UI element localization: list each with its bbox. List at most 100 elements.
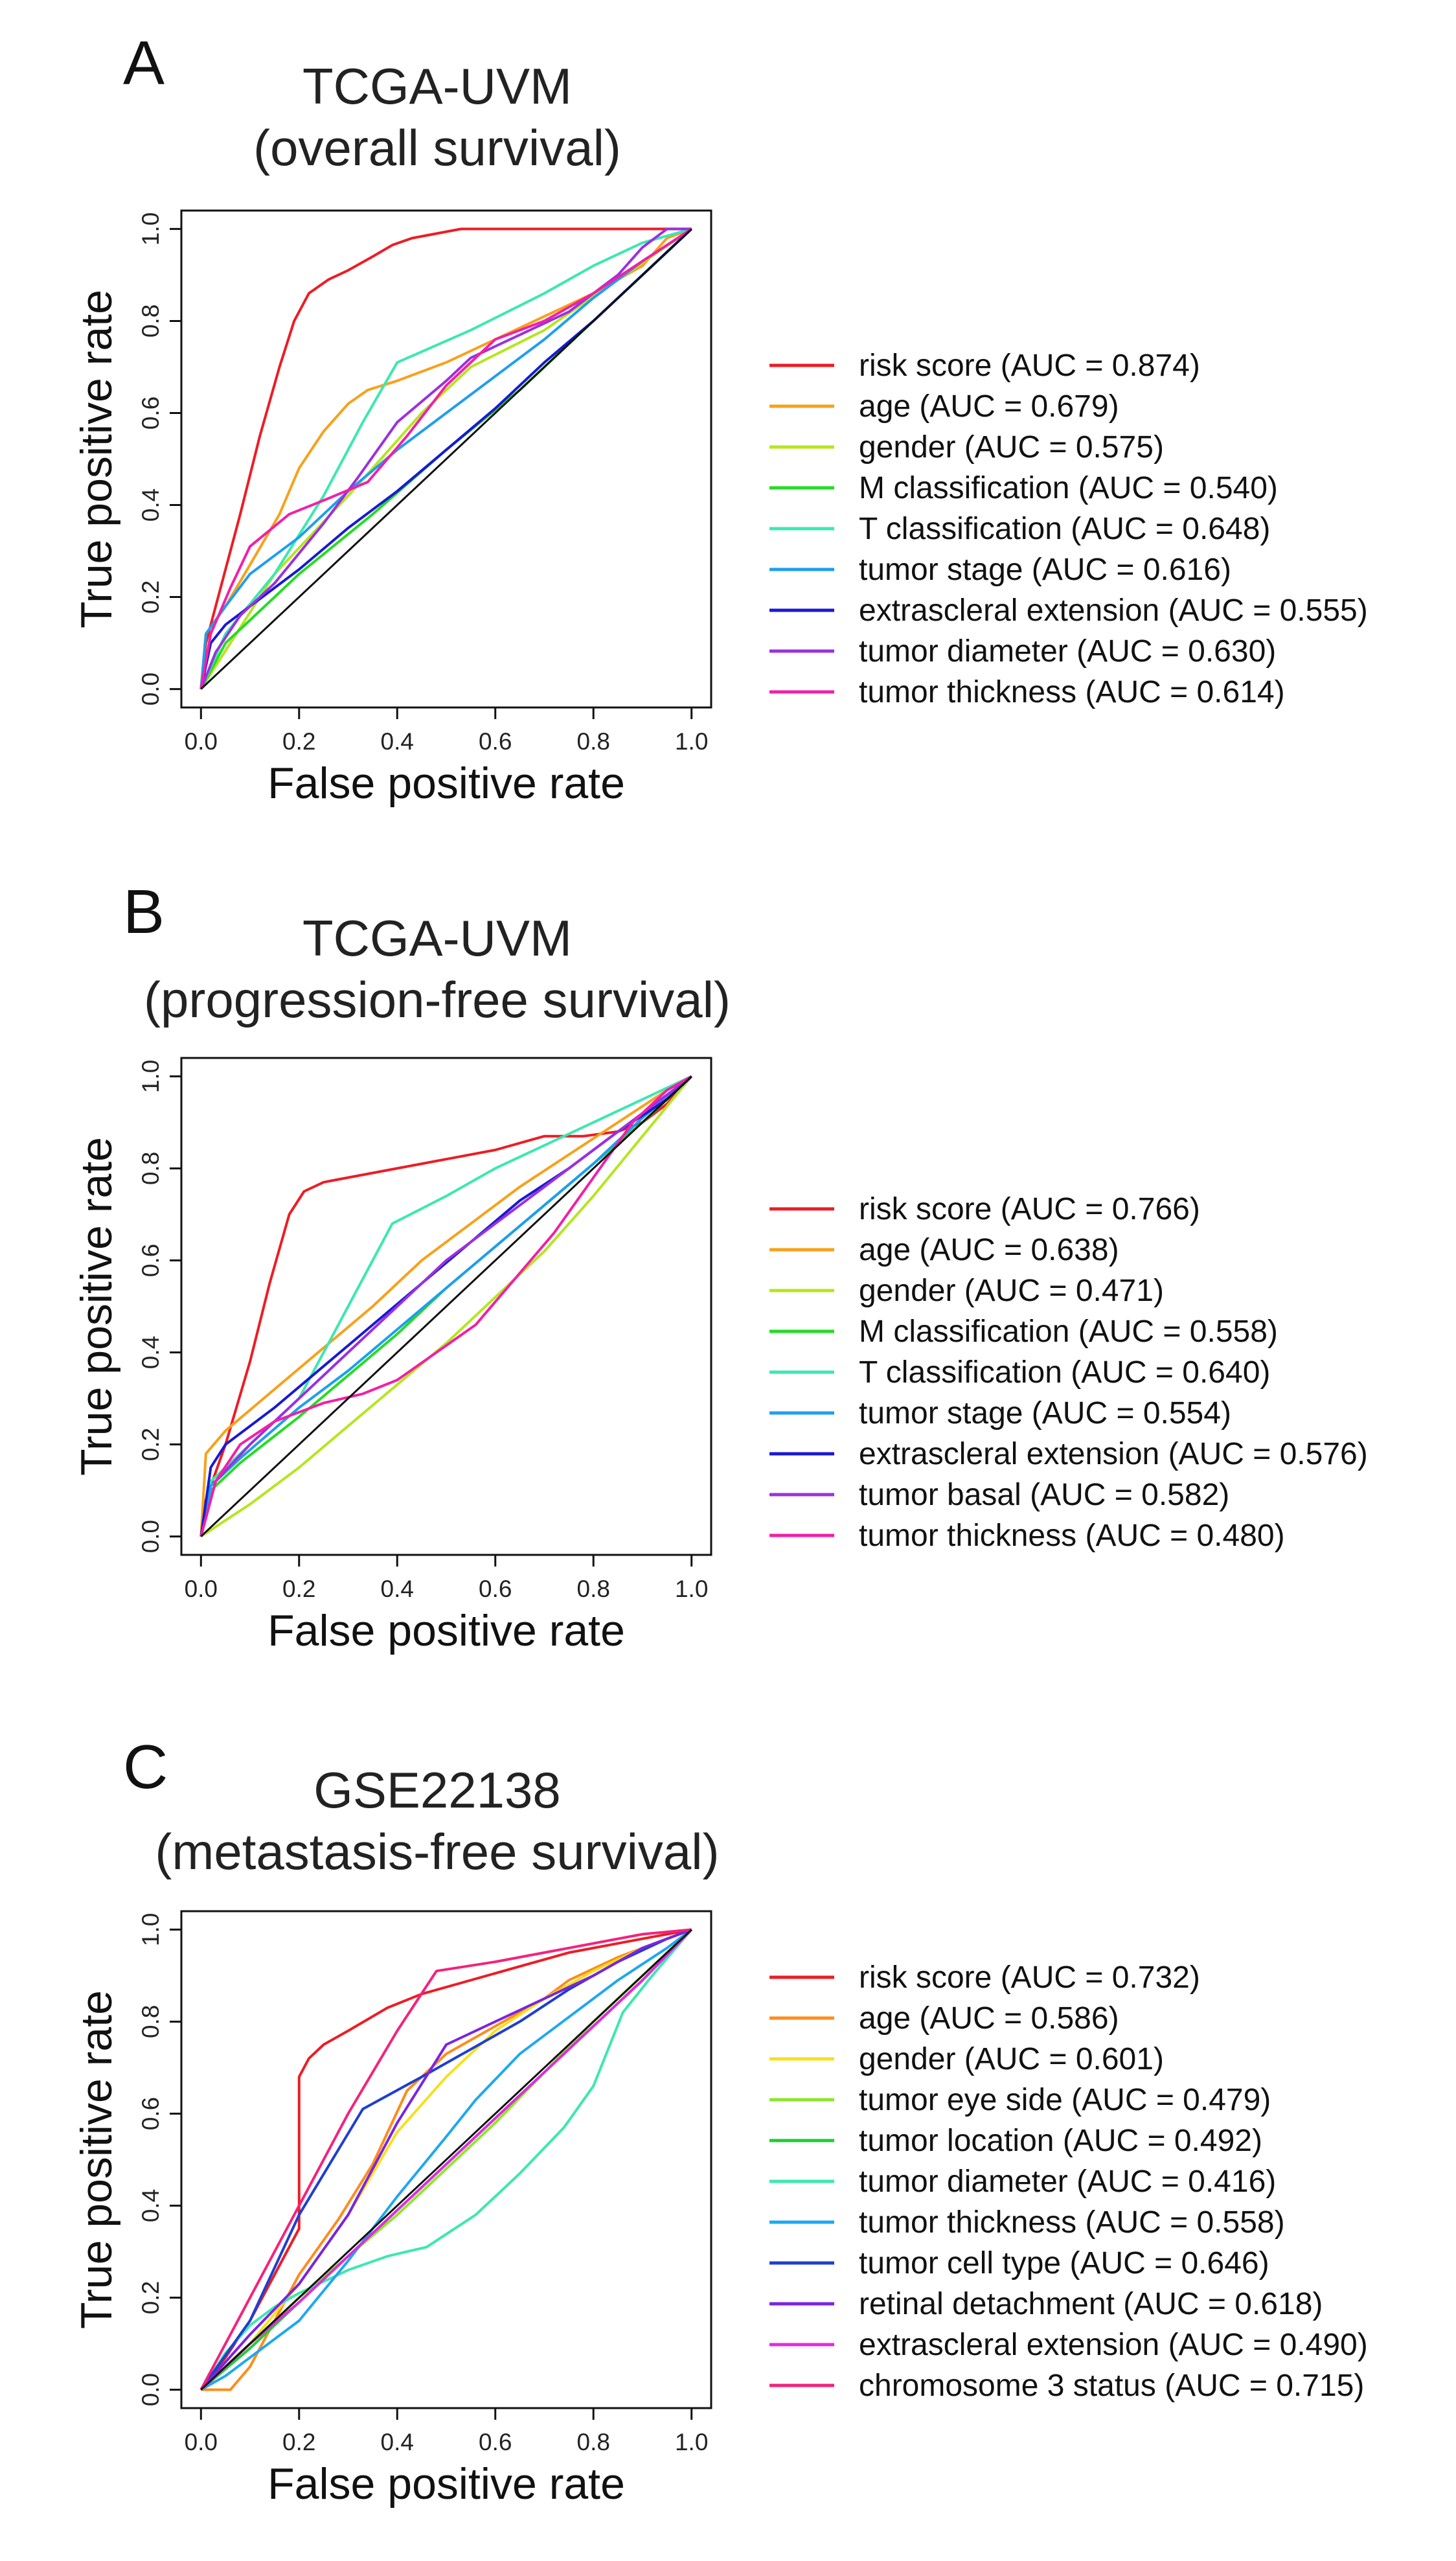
x-tick-label: 0.6 [479, 1576, 512, 1602]
x-tick-label: 0.6 [479, 728, 512, 755]
x-tick-label: 1.0 [675, 728, 708, 755]
chart-title: TCGA-UVM [302, 58, 572, 115]
panel-letter: A [123, 29, 165, 98]
chart-subtitle: (metastasis-free survival) [155, 1823, 719, 1880]
legend-label: age (AUC = 0.638) [859, 1233, 1119, 1267]
legend-label: tumor stage (AUC = 0.616) [859, 553, 1231, 587]
x-tick-label: 0.2 [282, 728, 315, 755]
legend-label: T classification (AUC = 0.648) [859, 512, 1270, 546]
y-axis-label: True positive rate [72, 290, 121, 628]
y-tick-label: 0.6 [137, 1244, 164, 1277]
y-tick-label: 0.4 [137, 2189, 164, 2222]
legend: risk score (AUC = 0.732) age (AUC = 0.586… [769, 1960, 1368, 2403]
roc-curve-series-11 [199, 1928, 692, 2391]
legend-label: age (AUC = 0.586) [859, 2001, 1119, 2036]
y-tick-label: 0.6 [137, 2097, 164, 2130]
y-tick-label: 0.0 [137, 1520, 164, 1553]
chart-subtitle: (overall survival) [253, 119, 621, 176]
y-tick-label: 0.4 [137, 488, 164, 522]
x-tick-label: 1.0 [675, 2429, 708, 2455]
legend-label: risk score (AUC = 0.732) [859, 1960, 1200, 1995]
chart-title: TCGA-UVM [302, 910, 572, 967]
x-tick-label: 0.4 [381, 2429, 414, 2455]
roc-curve-series-9 [199, 1928, 692, 2391]
legend-label: tumor diameter (AUC = 0.630) [859, 634, 1276, 669]
y-tick-label: 0.8 [137, 2005, 164, 2038]
legend-label: retinal detachment (AUC = 0.618) [859, 2287, 1323, 2321]
x-tick-label: 1.0 [675, 1576, 708, 1602]
legend-label: chromosome 3 status (AUC = 0.715) [859, 2369, 1364, 2403]
y-tick-label: 0.0 [137, 672, 164, 706]
legend-label: tumor cell type (AUC = 0.646) [859, 2246, 1269, 2280]
legend-label: T classification (AUC = 0.640) [859, 1355, 1270, 1390]
y-tick-label: 1.0 [137, 212, 164, 246]
legend-label: gender (AUC = 0.471) [859, 1274, 1164, 1308]
legend-label: tumor thickness (AUC = 0.614) [859, 675, 1285, 709]
x-tick-label: 0.2 [282, 1576, 315, 1602]
chart-subtitle: (progression-free survival) [144, 971, 731, 1028]
x-axis-label: False positive rate [267, 1606, 625, 1655]
legend-label: tumor thickness (AUC = 0.480) [859, 1519, 1285, 1553]
legend-label: gender (AUC = 0.601) [859, 2042, 1164, 2076]
x-tick-label: 0.8 [577, 2429, 610, 2455]
roc-curve-series-1 [199, 227, 692, 689]
y-tick-label: 0.6 [137, 396, 164, 430]
y-axis-label: True positive rate [72, 1137, 121, 1476]
panel-a: A TCGA-UVM(overall survival) 0.0 0.0 0.2 0.2 0… [72, 29, 1368, 808]
chart-title: GSE22138 [313, 1762, 561, 1819]
roc-curves [199, 1075, 693, 1538]
roc-curve-series-9 [199, 1075, 692, 1537]
legend-label: age (AUC = 0.679) [859, 389, 1119, 424]
roc-curve-series-8 [199, 1928, 692, 2391]
x-tick-label: 0.0 [185, 1576, 218, 1602]
y-tick-label: 0.8 [137, 304, 164, 338]
roc-curve-series-6 [199, 1075, 692, 1537]
roc-curve-series-8 [199, 1075, 692, 1537]
legend-label: tumor stage (AUC = 0.554) [859, 1396, 1231, 1430]
legend-label: tumor location (AUC = 0.492) [859, 2124, 1262, 2158]
legend-label: tumor thickness (AUC = 0.558) [859, 2205, 1285, 2240]
reference-diagonal [200, 228, 692, 690]
roc-curve-series-6 [199, 1929, 693, 2391]
legend-label: tumor basal (AUC = 0.582) [859, 1478, 1229, 1512]
legend-label: gender (AUC = 0.575) [859, 430, 1164, 465]
plot-frame [180, 209, 712, 709]
legend: risk score (AUC = 0.766) age (AUC = 0.638… [769, 1192, 1368, 1553]
reference-diagonal [200, 1929, 692, 2391]
roc-curve-series-2 [199, 1075, 692, 1537]
y-tick-label: 1.0 [137, 1913, 164, 1946]
roc-curve-series-9 [199, 227, 692, 689]
plot-frame [180, 1910, 712, 2409]
legend-label: extrascleral extension (AUC = 0.490) [859, 2328, 1368, 2362]
legend-label: tumor diameter (AUC = 0.416) [859, 2165, 1276, 2199]
reference-diagonal [200, 1075, 692, 1537]
y-axis-label: True positive rate [72, 1990, 121, 2329]
x-tick-label: 0.4 [381, 1576, 414, 1602]
roc-curve-series-3 [200, 1075, 693, 1538]
x-tick-label: 0.2 [282, 2429, 315, 2455]
panel-b: B TCGA-UVM(progression-free survival) 0.0 0… [72, 877, 1368, 1655]
x-tick-label: 0.0 [185, 2429, 218, 2455]
y-tick-label: 0.0 [137, 2373, 164, 2406]
legend: risk score (AUC = 0.874) age (AUC = 0.679… [769, 349, 1368, 709]
legend-label: risk score (AUC = 0.874) [859, 349, 1200, 383]
roc-curve-series-10 [199, 1929, 693, 2391]
legend-label: tumor eye side (AUC = 0.479) [859, 2083, 1271, 2117]
x-tick-label: 0.6 [479, 2429, 512, 2455]
panel-letter: B [123, 877, 165, 947]
roc-curve-series-1 [199, 1928, 692, 2391]
roc-curve-series-7 [200, 1928, 692, 2391]
x-tick-label: 0.8 [577, 728, 610, 755]
x-tick-label: 0.8 [577, 1576, 610, 1602]
plot-frame [180, 1057, 712, 1556]
legend-label: M classification (AUC = 0.558) [859, 1315, 1278, 1349]
y-tick-label: 1.0 [137, 1060, 164, 1093]
y-tick-label: 0.8 [137, 1152, 164, 1185]
x-tick-label: 0.0 [185, 728, 218, 755]
x-axis-label: False positive rate [267, 759, 625, 808]
roc-curve-series-8 [199, 227, 692, 690]
roc-curve-series-6 [199, 227, 692, 689]
panel-c: C GSE22138(metastasis-free survival) 0.0 0.… [72, 1732, 1368, 2509]
legend-label: extrascleral extension (AUC = 0.555) [859, 593, 1368, 628]
